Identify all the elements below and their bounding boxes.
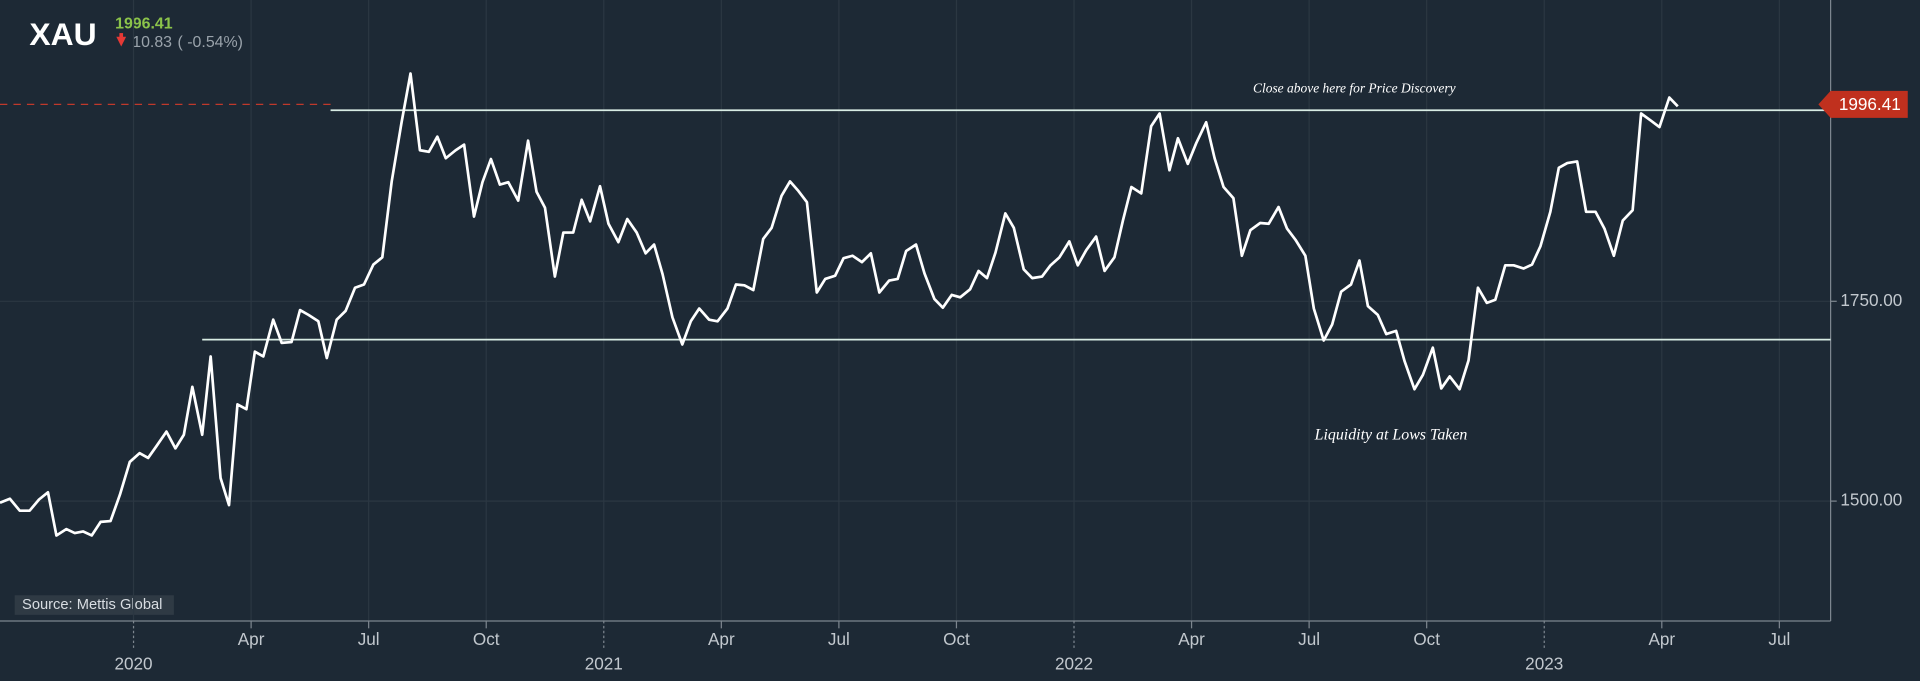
x-tick-label: Apr (708, 629, 735, 649)
x-tick-label: Jul (1768, 629, 1790, 649)
x-tick-label: Jul (828, 629, 850, 649)
y-tick-label: 1750.00 (1840, 290, 1902, 310)
down-arrow (116, 36, 127, 47)
x-tick-label: Oct (1413, 629, 1440, 649)
x-tick-label: Oct (473, 629, 500, 649)
change-pct: ( -0.54%) (178, 34, 243, 51)
y-tick-label: 1500.00 (1840, 490, 1902, 510)
annotation: Close above here for Price Discovery (1253, 81, 1456, 96)
x-tick-year: 2021 (585, 654, 623, 674)
last-price: 1996.41 (115, 16, 173, 33)
price-tag (1818, 90, 1908, 118)
price-tag-label: 1996.41 (1839, 94, 1901, 114)
down-arrow-stem (119, 33, 124, 38)
x-tick-year: 2020 (114, 654, 152, 674)
x-tick-label: Apr (1178, 629, 1205, 649)
x-tick-label: Jul (1298, 629, 1320, 649)
symbol: XAU (29, 16, 96, 52)
annotation: Liquidity at Lows Taken (1314, 427, 1468, 444)
x-tick-label: Oct (943, 629, 970, 649)
source: Source: Mettis Global (22, 597, 162, 613)
x-tick-label: Apr (238, 629, 265, 649)
price-line (0, 72, 1679, 537)
x-tick-year: 2022 (1055, 654, 1093, 674)
x-tick-year: 2023 (1525, 654, 1563, 674)
x-tick-label: Apr (1648, 629, 1675, 649)
x-tick-label: Jul (358, 629, 380, 649)
change: 10.83 (132, 34, 172, 51)
